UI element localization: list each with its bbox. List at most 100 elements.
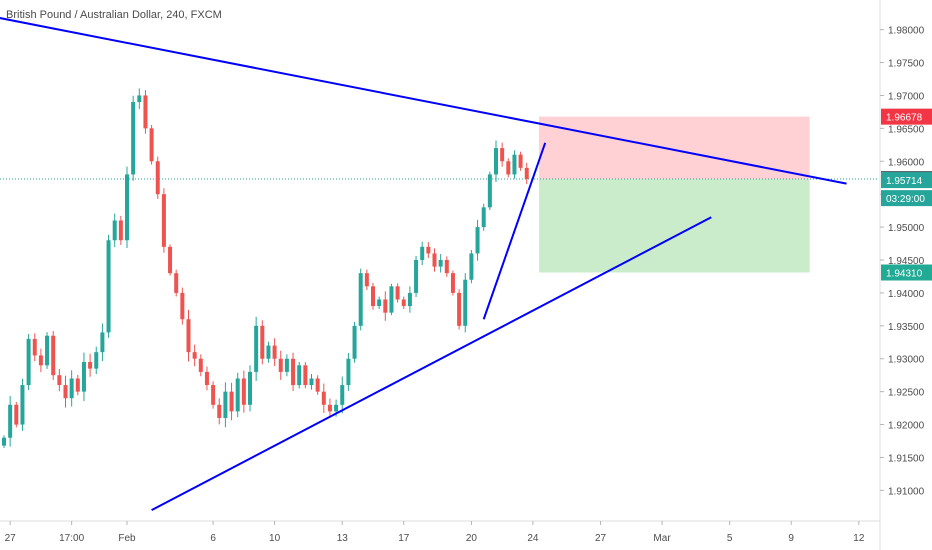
candle-body[interactable] [278, 358, 283, 372]
candle-body[interactable] [524, 167, 529, 180]
candle-body[interactable] [192, 352, 197, 359]
candle-body[interactable] [284, 358, 289, 372]
candle-body[interactable] [291, 358, 296, 386]
candle-body[interactable] [235, 378, 240, 412]
candle-body[interactable] [432, 253, 437, 267]
candle-body[interactable] [469, 253, 474, 280]
candle-body[interactable] [204, 371, 209, 386]
ascending-trendline[interactable] [151, 216, 712, 512]
candle-body[interactable] [131, 102, 136, 175]
candle-body[interactable] [174, 273, 179, 293]
candle-body[interactable] [481, 207, 486, 228]
candle-body[interactable] [297, 365, 302, 386]
candle-body[interactable] [57, 375, 62, 386]
candle-body[interactable] [371, 286, 375, 307]
candle-body[interactable] [414, 260, 419, 293]
candle-body[interactable] [327, 404, 332, 412]
candle-body[interactable] [303, 365, 308, 386]
candle-body[interactable] [20, 385, 25, 425]
candle-body[interactable] [352, 325, 357, 359]
candle-body[interactable] [229, 391, 234, 412]
candle-body[interactable] [358, 273, 363, 326]
candle-body[interactable] [518, 154, 523, 168]
candle-body[interactable] [45, 335, 50, 366]
candle-body[interactable] [137, 95, 142, 103]
take-profit-tag[interactable] [881, 264, 932, 281]
candle-body[interactable] [346, 358, 351, 386]
candle-body[interactable] [457, 292, 462, 326]
candle-body[interactable] [407, 292, 412, 307]
candle-body[interactable] [506, 161, 511, 175]
candle-body[interactable] [444, 260, 449, 274]
candle-body[interactable] [401, 299, 406, 307]
candle-body[interactable] [340, 385, 345, 405]
candle-body[interactable] [383, 299, 388, 313]
candle-body[interactable] [155, 161, 160, 195]
bid-price-tag-label: 1.95714 [886, 176, 923, 187]
candle-body[interactable] [248, 371, 252, 405]
candle-body[interactable] [217, 404, 222, 418]
countdown-tag[interactable] [881, 190, 932, 207]
candle-body[interactable] [32, 338, 37, 356]
candle-body[interactable] [487, 174, 492, 208]
candle-body[interactable] [395, 286, 400, 300]
candle-body[interactable] [377, 299, 382, 307]
candle-body[interactable] [475, 227, 480, 254]
bid-price-tag[interactable] [881, 172, 932, 189]
candle-body[interactable] [168, 246, 173, 274]
candle-body[interactable] [38, 355, 43, 366]
candle-body[interactable] [254, 325, 259, 372]
candle-body[interactable] [125, 174, 129, 241]
candle-body[interactable] [463, 279, 468, 326]
candle-body[interactable] [420, 246, 425, 260]
x-tick-label: 27 [5, 533, 17, 544]
candle-body[interactable] [272, 345, 277, 359]
candle-body[interactable] [106, 240, 111, 333]
candle-body[interactable] [500, 148, 505, 162]
candle-body[interactable] [438, 260, 443, 267]
candle-body[interactable] [241, 378, 246, 405]
candle-body[interactable] [2, 437, 6, 446]
candle-body[interactable] [389, 286, 394, 313]
candle-body[interactable] [260, 325, 265, 359]
candle-body[interactable] [8, 404, 13, 438]
stop-loss-tag[interactable] [881, 108, 932, 125]
candle-body[interactable] [143, 95, 148, 129]
candle-body[interactable] [51, 335, 56, 376]
candle-body[interactable] [309, 378, 314, 386]
candle-body[interactable] [149, 128, 154, 162]
candle-body[interactable] [211, 385, 216, 405]
candle-body[interactable] [180, 292, 185, 320]
candle-body[interactable] [63, 385, 68, 399]
candle-body[interactable] [334, 404, 339, 412]
candle-body[interactable] [161, 194, 166, 247]
candle-body[interactable] [26, 338, 31, 386]
descending-trendline[interactable] [0, 16, 847, 185]
candle-body[interactable] [75, 378, 80, 392]
candle-body[interactable] [14, 404, 19, 425]
candle-body[interactable] [118, 220, 123, 241]
candle-body[interactable] [494, 148, 498, 175]
candle-body[interactable] [186, 319, 191, 353]
candle-body[interactable] [198, 358, 203, 372]
y-tick-label: 1.96500 [888, 124, 925, 135]
candle-body[interactable] [223, 391, 228, 418]
candle-body[interactable] [266, 345, 271, 359]
candle-body[interactable] [321, 391, 326, 405]
stop-loss-zone[interactable] [539, 116, 810, 180]
take-profit-zone[interactable] [539, 179, 810, 273]
candle-body[interactable] [512, 154, 517, 175]
candle-body[interactable] [426, 246, 431, 254]
candle-body[interactable] [315, 378, 320, 392]
rising-wedge-line[interactable] [482, 142, 547, 320]
candle-body[interactable] [88, 362, 93, 369]
candle-body[interactable] [450, 273, 455, 293]
candle-body[interactable] [112, 220, 117, 241]
candle-body[interactable] [100, 332, 105, 353]
candle-body[interactable] [94, 352, 99, 369]
candle-body[interactable] [364, 273, 369, 287]
candle-body[interactable] [81, 362, 86, 392]
candle-body[interactable] [69, 378, 74, 399]
